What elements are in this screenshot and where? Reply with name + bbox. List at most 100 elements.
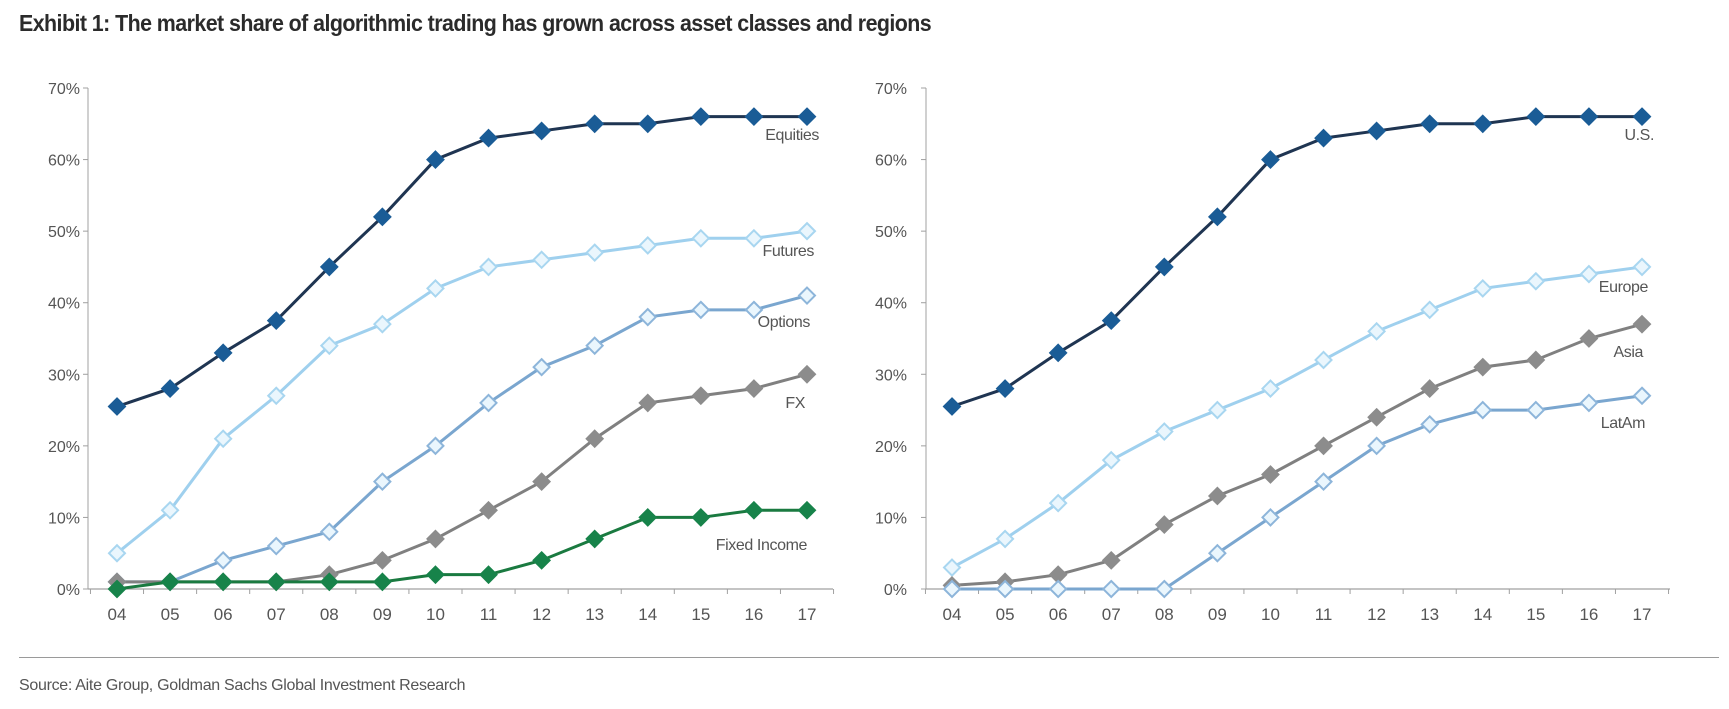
series-label: U.S. bbox=[1624, 127, 1654, 144]
data-point bbox=[107, 579, 127, 599]
chart-panel-1: 0% 10% 20% 30% 40% 50% 60% 70% 04 05 06 07 08 09 10 11 1… bbox=[48, 81, 835, 624]
data-point bbox=[1101, 311, 1121, 331]
data-point bbox=[479, 500, 498, 520]
x-tick-label: 08 bbox=[1155, 605, 1174, 624]
data-point bbox=[638, 114, 658, 134]
data-point bbox=[1473, 278, 1493, 298]
data-point bbox=[691, 386, 711, 406]
data-point bbox=[1261, 379, 1280, 399]
data-point bbox=[585, 243, 605, 263]
series-europe: Europe bbox=[942, 257, 1652, 577]
data-point bbox=[479, 565, 498, 585]
data-point bbox=[1261, 508, 1280, 527]
x-tick-label: 08 bbox=[320, 605, 339, 624]
data-point bbox=[744, 379, 764, 399]
series-label: Futures bbox=[763, 243, 815, 260]
data-point bbox=[797, 500, 817, 520]
x-tick-label: 06 bbox=[1049, 605, 1068, 624]
data-point bbox=[995, 579, 1015, 599]
y-tick-label: 70% bbox=[48, 81, 80, 98]
series-asia: Asia bbox=[942, 314, 1652, 595]
x-tick-label: 05 bbox=[161, 605, 180, 624]
data-point bbox=[585, 114, 605, 134]
y-tick-label: 50% bbox=[875, 224, 907, 241]
x-tick-label: 16 bbox=[744, 605, 763, 624]
data-point bbox=[1367, 321, 1387, 341]
data-point bbox=[372, 550, 392, 570]
divider bbox=[19, 657, 1719, 658]
data-point bbox=[1526, 350, 1546, 370]
data-point bbox=[532, 550, 552, 570]
data-point bbox=[1048, 579, 1068, 599]
x-tick-label: 07 bbox=[1102, 605, 1121, 624]
data-point bbox=[372, 472, 392, 492]
data-point bbox=[426, 278, 445, 298]
data-point bbox=[1367, 436, 1387, 456]
x-tick-label: 12 bbox=[532, 605, 551, 624]
series-label: LatAm bbox=[1601, 415, 1645, 432]
x-tick-label: 06 bbox=[214, 605, 233, 624]
data-point bbox=[691, 300, 711, 320]
series-line bbox=[951, 322, 1643, 587]
data-point bbox=[1473, 400, 1493, 420]
series-latam: LatAm bbox=[942, 386, 1652, 599]
y-tick-label: 10% bbox=[875, 510, 907, 527]
data-point bbox=[479, 128, 498, 148]
x-tick-label: 05 bbox=[996, 605, 1015, 624]
series-label: FX bbox=[785, 395, 805, 412]
series-line bbox=[951, 265, 1643, 569]
data-point bbox=[1207, 543, 1227, 563]
data-point bbox=[1314, 472, 1333, 492]
data-point bbox=[585, 336, 605, 356]
data-point bbox=[426, 565, 445, 585]
data-point bbox=[1632, 257, 1652, 277]
x-tick-label: 17 bbox=[798, 605, 817, 624]
data-point bbox=[1632, 314, 1652, 334]
data-point bbox=[1579, 107, 1599, 127]
data-point bbox=[479, 393, 498, 413]
y-tick-label: 0% bbox=[884, 582, 907, 599]
x-tick-label: 13 bbox=[1420, 605, 1439, 624]
data-point bbox=[372, 207, 392, 227]
data-point bbox=[1367, 121, 1387, 141]
data-point bbox=[1101, 550, 1121, 570]
x-tick-label: 04 bbox=[108, 605, 127, 624]
series-label: Equities bbox=[765, 127, 819, 144]
y-tick-label: 20% bbox=[48, 439, 80, 456]
data-point bbox=[532, 121, 552, 141]
x-tick-label: 14 bbox=[1473, 605, 1492, 624]
data-point bbox=[744, 228, 764, 248]
y-tick-label: 40% bbox=[875, 296, 907, 313]
data-point bbox=[266, 536, 286, 556]
y-tick-label: 70% bbox=[875, 81, 907, 98]
y-tick-label: 0% bbox=[57, 582, 80, 599]
series-label: Asia bbox=[1613, 344, 1643, 361]
data-point bbox=[1048, 343, 1068, 363]
data-point bbox=[213, 429, 233, 449]
data-point bbox=[160, 379, 180, 399]
y-tick-label: 50% bbox=[48, 224, 80, 241]
data-point bbox=[160, 500, 180, 520]
y-tick-label: 60% bbox=[48, 153, 80, 170]
data-point bbox=[1526, 400, 1546, 420]
series-futures: Futures bbox=[107, 221, 817, 563]
series-fixed-income: Fixed Income bbox=[107, 500, 817, 599]
data-point bbox=[797, 364, 817, 384]
data-point bbox=[532, 472, 552, 492]
data-point bbox=[1632, 107, 1652, 127]
exhibit-title: Exhibit 1: The market share of algorithm… bbox=[19, 10, 932, 36]
series-line bbox=[952, 394, 1643, 591]
data-point bbox=[1420, 414, 1440, 434]
data-point bbox=[107, 543, 127, 563]
data-point bbox=[1420, 114, 1440, 134]
x-tick-label: 11 bbox=[1315, 605, 1333, 624]
data-point bbox=[638, 236, 658, 255]
x-tick-label: 13 bbox=[585, 605, 604, 624]
data-point bbox=[1579, 393, 1599, 413]
data-point bbox=[372, 572, 392, 592]
data-point bbox=[479, 257, 498, 277]
data-point bbox=[1314, 350, 1333, 370]
data-point bbox=[638, 393, 658, 413]
y-tick-label: 30% bbox=[48, 367, 80, 384]
